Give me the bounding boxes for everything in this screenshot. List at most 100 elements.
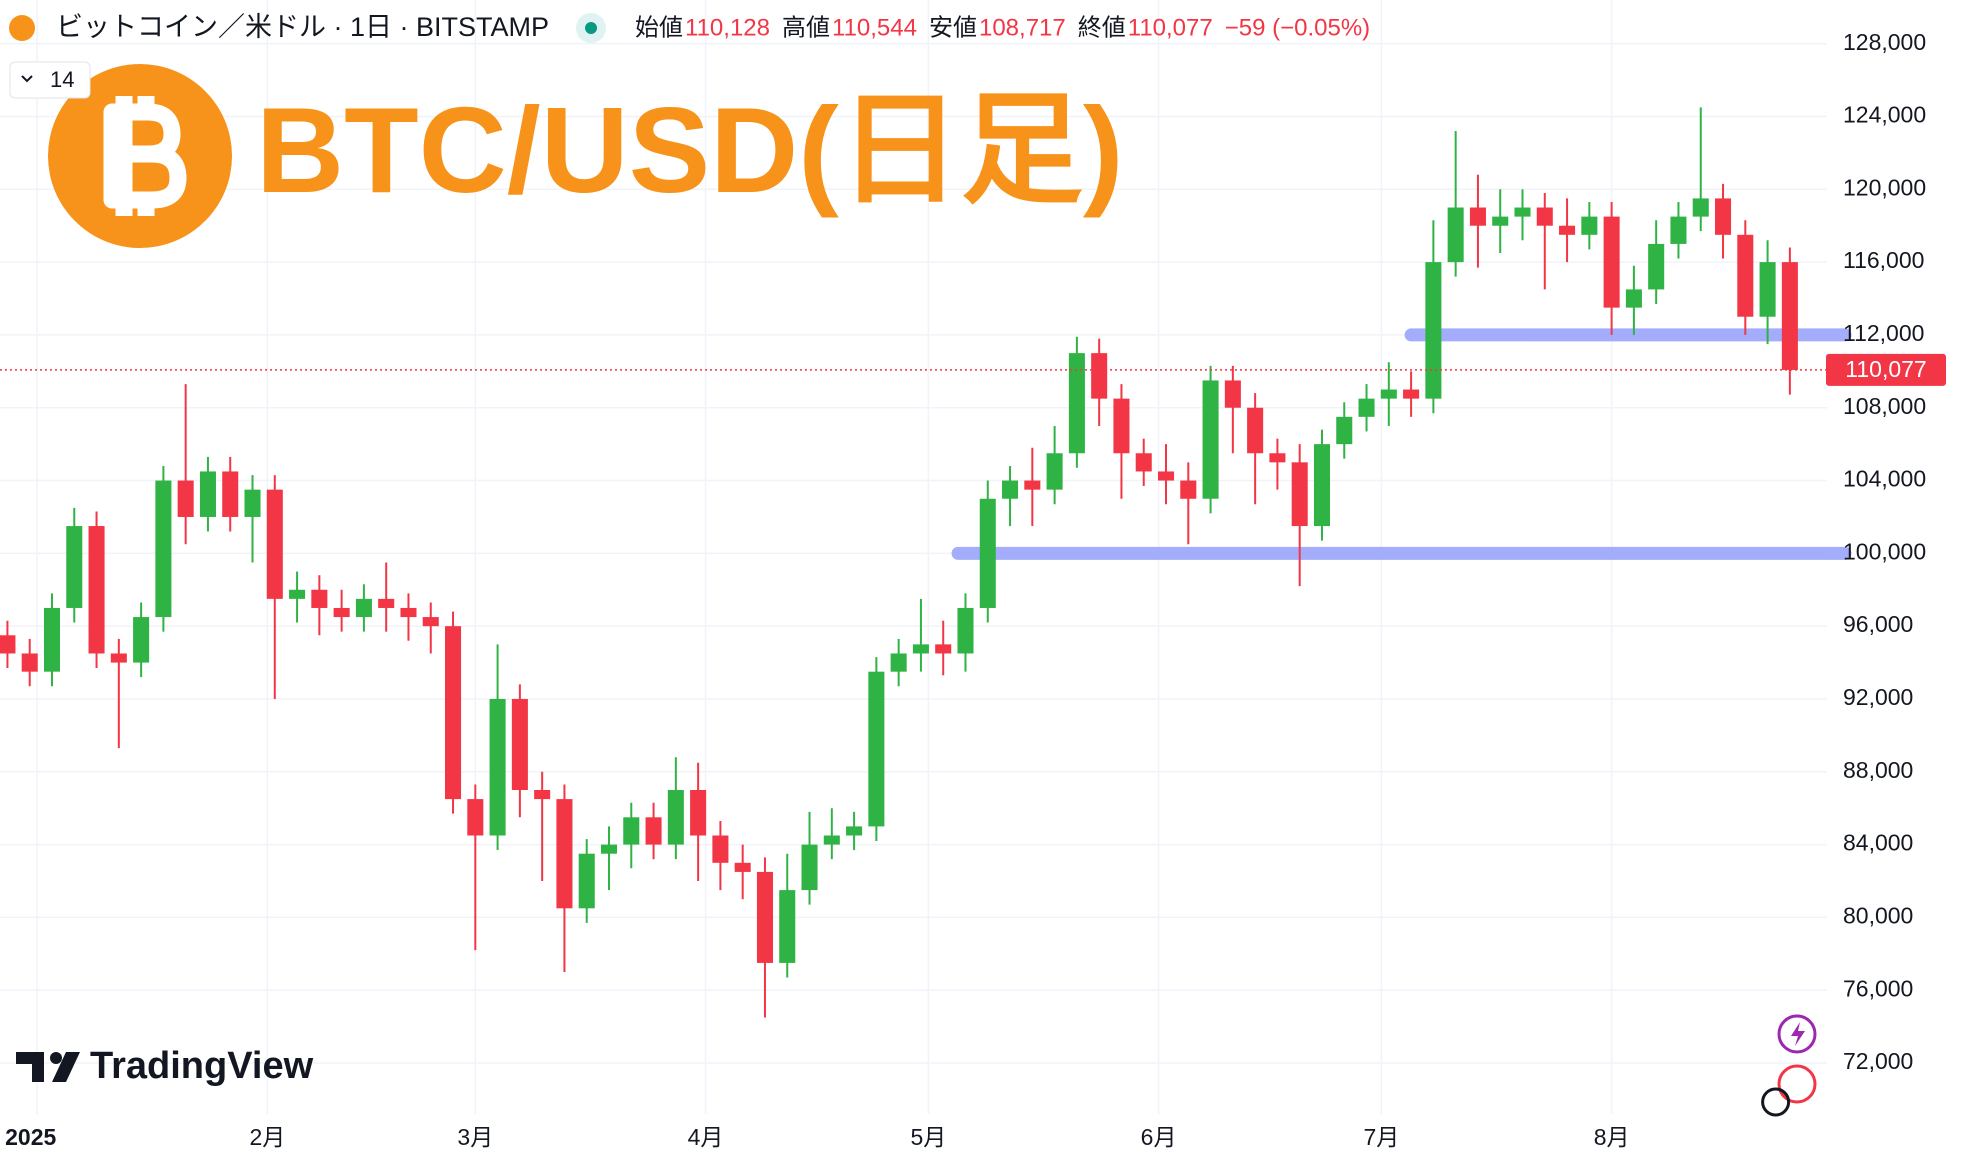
interval-badge: 14 xyxy=(50,67,74,92)
candle-body xyxy=(1648,243,1665,290)
ohlc-value: 110,544 xyxy=(832,14,917,41)
candle-body xyxy=(667,789,684,845)
candle-body xyxy=(823,835,840,845)
candle-body xyxy=(1625,289,1642,308)
candle-body xyxy=(600,844,618,854)
candle-body xyxy=(155,480,172,618)
y-tick-label: 120,000 xyxy=(1843,174,1926,200)
y-tick-label: 80,000 xyxy=(1843,902,1913,928)
candle-body xyxy=(712,835,729,863)
candle-body xyxy=(333,607,350,618)
candle-body xyxy=(846,826,863,836)
y-tick-label: 128,000 xyxy=(1843,29,1926,55)
candle-body xyxy=(1715,198,1732,235)
symbol: ビットコイン／米ドル · 1日 · BITSTAMP xyxy=(56,12,549,42)
ohlc-name: 終値 xyxy=(1078,14,1126,41)
ohlc-value: 108,717 xyxy=(979,14,1066,41)
x-tick-label: 5月 xyxy=(910,1124,946,1150)
flag-icon[interactable] xyxy=(1777,1064,1817,1104)
candle-body xyxy=(912,644,929,654)
settings-icon[interactable] xyxy=(1757,1084,1794,1121)
y-tick-label: 116,000 xyxy=(1843,247,1924,273)
candle-body xyxy=(645,817,662,845)
candle-body xyxy=(244,489,261,517)
candle-body xyxy=(133,617,150,663)
candle-body xyxy=(311,589,328,608)
candle-body xyxy=(1469,207,1486,226)
candle-body xyxy=(1425,262,1442,399)
x-tick-label: 3月 xyxy=(457,1124,493,1150)
y-tick-label: 76,000 xyxy=(1843,975,1913,1001)
y-tick-label: 92,000 xyxy=(1843,684,1913,710)
candle-body xyxy=(690,789,707,836)
ohlc-name: 安値 xyxy=(929,14,977,41)
candle-body xyxy=(1559,225,1576,235)
candle-body xyxy=(1492,216,1509,226)
candle-body xyxy=(1002,480,1019,499)
candle-body xyxy=(88,526,105,654)
candle-body xyxy=(779,890,796,963)
y-tick-label: 104,000 xyxy=(1843,466,1926,492)
candle-body xyxy=(1291,462,1308,527)
candle-body xyxy=(1380,389,1397,399)
x-tick-label: 2月 xyxy=(249,1124,285,1150)
x-tick-label: 7月 xyxy=(1363,1124,1399,1150)
badge[interactable] xyxy=(9,61,91,99)
candle-body xyxy=(578,853,595,909)
candle-body xyxy=(43,607,61,672)
candle-body xyxy=(1514,207,1531,217)
candle-body xyxy=(400,607,417,618)
bolt xyxy=(1791,1022,1805,1046)
candle-body xyxy=(1202,380,1219,499)
ohlc-name: 始値 xyxy=(635,14,683,41)
brand-title: BTC/USD(日足) xyxy=(256,82,1123,218)
candle-body xyxy=(177,480,194,517)
x-tick-label: 6月 xyxy=(1141,1124,1177,1150)
candle-body xyxy=(1536,207,1553,226)
symbol-icon xyxy=(9,15,35,41)
candle-body xyxy=(445,626,462,800)
y-tick-label: 72,000 xyxy=(1843,1048,1913,1074)
candle-body xyxy=(1692,198,1709,217)
candle-body xyxy=(979,498,996,608)
grid xyxy=(0,0,1852,1114)
y-tick-label: 84,000 xyxy=(1843,830,1913,856)
y-tick-label: 96,000 xyxy=(1843,611,1913,637)
last-price-box xyxy=(1826,353,1946,386)
candle-body xyxy=(422,617,439,627)
candle-body xyxy=(199,471,216,517)
candle-body xyxy=(1781,262,1798,370)
y-tick-label: 100,000 xyxy=(1843,538,1926,564)
candle-body xyxy=(467,799,484,836)
candle-body xyxy=(1157,471,1175,481)
y-tick-label: 108,000 xyxy=(1843,393,1926,419)
candle-body xyxy=(266,489,283,599)
candle-body xyxy=(556,799,573,909)
candle-body xyxy=(1759,262,1776,317)
change: −59 (−0.05%) xyxy=(1225,14,1370,41)
candle-body xyxy=(289,589,306,599)
candle-body xyxy=(1670,216,1687,244)
candle-body xyxy=(21,653,38,672)
candle-body xyxy=(623,817,640,845)
candle-body xyxy=(1447,207,1464,263)
candle-body xyxy=(1068,353,1085,454)
candle-body xyxy=(511,698,528,790)
candle-body xyxy=(66,526,83,608)
candle-body xyxy=(801,844,818,891)
candle-body xyxy=(1091,353,1108,399)
candle-body xyxy=(489,698,506,836)
candle-body xyxy=(1336,416,1353,445)
candle-body xyxy=(1024,480,1041,490)
candle-body xyxy=(756,871,773,963)
candle-body xyxy=(1135,453,1152,472)
bitcoin-glyph xyxy=(103,96,187,216)
candle-body xyxy=(1113,398,1130,454)
ohlc-value: 110,128 xyxy=(685,14,770,41)
candle-body xyxy=(734,862,751,872)
y-tick-label: 112,000 xyxy=(1843,320,1924,346)
watermark: TradingView xyxy=(90,1045,314,1087)
ohlc-value: 110,077 xyxy=(1128,14,1213,41)
candle-body xyxy=(1046,453,1063,490)
